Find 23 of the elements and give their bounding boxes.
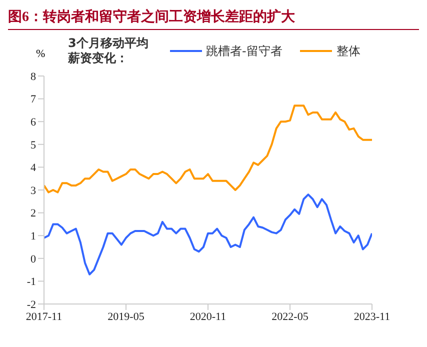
chart-title: 图6：转岗者和留守者之间工资增长差距的扩大 — [8, 8, 419, 30]
x-tick-label: 2023-11 — [354, 310, 390, 323]
y-tick-label: -1 — [26, 276, 36, 288]
y-tick-label: 3 — [30, 184, 36, 197]
line-series — [44, 194, 372, 276]
y-tick-label: 7 — [30, 94, 36, 106]
legend-title: 3个月移动平均薪资变化： — [68, 36, 150, 66]
y-tick-label: 5 — [30, 139, 36, 152]
y-tick-label: 1 — [30, 230, 36, 243]
x-tick-label: 2019-05 — [108, 310, 145, 323]
y-tick-label: 4 — [30, 162, 36, 174]
y-axis-title: % — [36, 48, 46, 60]
x-tick-label: 2020-11 — [190, 310, 226, 323]
x-tick-label: 2017-11 — [26, 310, 62, 323]
y-tick-label: 8 — [30, 70, 36, 83]
y-tick-label: 2 — [30, 208, 36, 220]
legend-label: 整体 — [336, 42, 360, 60]
line-series — [44, 104, 372, 194]
y-tick-label: 6 — [30, 116, 36, 129]
y-tick-label: 0 — [30, 253, 36, 266]
y-tick-label: -2 — [26, 298, 36, 311]
legend-label: 跳槽者-留守者 — [206, 42, 282, 60]
x-tick-label: 2022-05 — [272, 310, 309, 323]
